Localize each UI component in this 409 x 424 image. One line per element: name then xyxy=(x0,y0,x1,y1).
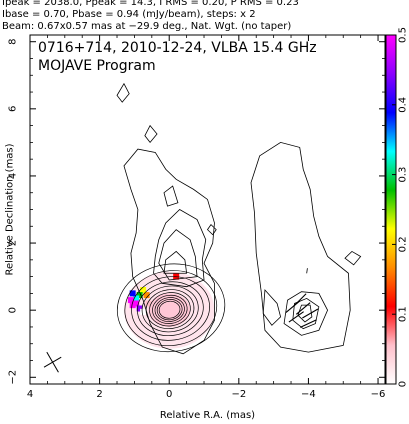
jet-inner-contour xyxy=(153,209,207,288)
pol-contour-island xyxy=(344,250,362,266)
x-tick-label: 0 xyxy=(166,389,172,400)
y-axis-label: Relative Declination (mas) xyxy=(5,143,16,275)
core-contour xyxy=(149,292,191,327)
core-contour xyxy=(124,270,218,347)
pol-inner-contour xyxy=(297,304,313,323)
y-tick-label: 4 xyxy=(8,173,19,179)
core-contour xyxy=(131,276,210,341)
contour-island xyxy=(116,82,130,103)
y-tick-label: 2 xyxy=(8,240,19,246)
colorbar-tick-label: 0.2 xyxy=(398,236,409,252)
y-tick-label: 6 xyxy=(8,106,19,112)
core-contour xyxy=(137,281,204,336)
map-subtitle: MOJAVE Program xyxy=(38,58,156,74)
evpa-stick xyxy=(288,311,304,323)
contour-island xyxy=(144,124,158,144)
pol-inner-contour xyxy=(283,291,329,336)
x-axis-label: Relative R.A. (mas) xyxy=(160,410,255,421)
colorbar-tick-label: 0.3 xyxy=(398,167,409,183)
header-peak-rms-line: Ipeak = 2038.0, Ppeak = 14.3, I RMS = 0.… xyxy=(2,0,299,8)
evpa-stick xyxy=(302,308,319,319)
core-contour xyxy=(145,289,195,330)
y-tick-label: 8 xyxy=(8,39,19,45)
x-tick-label: −4 xyxy=(301,389,316,400)
evpa-stick xyxy=(295,302,311,315)
jet-outer-contour xyxy=(123,148,215,355)
polarization-pixel xyxy=(133,295,140,302)
contour-island xyxy=(206,223,217,236)
evpa-stick xyxy=(285,300,301,314)
polarization-pixel xyxy=(145,300,152,307)
colorbar-tick-label: 0.5 xyxy=(398,27,409,43)
x-tick-label: −6 xyxy=(371,389,386,400)
map-title: 0716+714, 2010-12-24, VLBA 15.4 GHz xyxy=(38,40,317,56)
core-contour xyxy=(154,297,185,322)
pol-contour-island xyxy=(306,268,308,274)
polarization-pixel xyxy=(140,287,147,294)
beam-minor-axis xyxy=(43,356,62,368)
y-tick-label: 0 xyxy=(8,307,19,313)
pol-outer-contour xyxy=(250,141,351,353)
polarization-pixel xyxy=(127,297,134,304)
core-contour xyxy=(156,299,183,321)
plot-frame xyxy=(29,34,386,385)
pol-inner-contour xyxy=(292,297,320,330)
colorbar xyxy=(385,34,397,385)
header-base-steps-line: Ibase = 0.70, Pbase = 0.94 (mJy/beam), s… xyxy=(2,9,256,20)
evpa-stick xyxy=(300,319,317,328)
polarization-pixel xyxy=(136,292,143,299)
header-beam-line: Beam: 0.67x0.57 mas at −29.9 deg., Nat. … xyxy=(2,21,292,32)
jet-inner-contour xyxy=(163,250,188,274)
colorbar-tick-label: 0.1 xyxy=(398,306,409,322)
jet-inner-contour xyxy=(163,185,179,207)
core-contour xyxy=(158,300,181,319)
x-tick-label: 4 xyxy=(27,389,33,400)
polarization-pixel xyxy=(129,290,136,297)
pol-contour-island xyxy=(262,289,282,326)
polarization-pixel xyxy=(136,305,143,312)
polarization-pixel xyxy=(129,302,136,309)
x-tick-label: 2 xyxy=(96,389,102,400)
polarization-pixel xyxy=(143,292,150,299)
polarization-pixel xyxy=(133,300,140,307)
jet-inner-contour xyxy=(158,229,198,281)
y-tick-label: −2 xyxy=(8,370,19,385)
x-tick-label: −2 xyxy=(231,389,246,400)
polarization-pixel xyxy=(140,308,147,315)
colorbar-tick-label: 0 xyxy=(398,381,409,387)
colorbar-tick-label: 0.4 xyxy=(398,97,409,113)
core-contour xyxy=(141,285,199,333)
core-contour xyxy=(152,294,188,324)
